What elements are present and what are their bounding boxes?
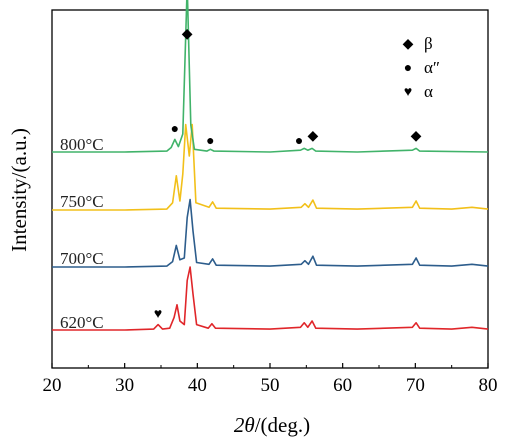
series-line-2 [52, 123, 489, 211]
series-line-3 [52, 0, 489, 153]
x-tick-label: 30 [115, 375, 134, 396]
y-axis-label: Intensity/(a.u.) [7, 128, 31, 252]
annotation-layer: ♥ ◆ ● ● ● ◆ ◆ [154, 27, 422, 322]
x-axis-label: 2θ/(deg.) [234, 413, 310, 437]
peak-marker: ◆ [307, 129, 318, 144]
x-tick-label: 40 [188, 375, 207, 396]
x-tick-label: 50 [261, 375, 280, 396]
peak-marker: ♥ [154, 307, 162, 322]
tick-layer: 20 30 40 50 60 70 80 [43, 363, 498, 396]
x-tick-label: 70 [406, 375, 425, 396]
peak-marker: ◆ [411, 129, 422, 144]
peak-marker: ● [295, 134, 303, 149]
plot-frame [51, 9, 489, 369]
legend-layer: ◆ β ● α″ ♥ α [403, 34, 440, 101]
legend-symbol: ● [404, 61, 412, 76]
series-layer [52, 0, 489, 331]
series-label-layer: 620°C 700°C 750°C 800°C [60, 135, 104, 332]
x-axis-label-symbol: 2θ [234, 413, 255, 437]
x-tick-label: 60 [333, 375, 352, 396]
x-tick-label: 20 [43, 375, 62, 396]
peak-marker: ◆ [182, 27, 193, 42]
peak-marker: ● [206, 134, 214, 149]
series-line-1 [52, 198, 489, 268]
series-label: 620°C [60, 313, 104, 332]
plot-border [51, 9, 489, 369]
legend-label: α″ [424, 58, 440, 77]
series-line-0 [52, 266, 489, 331]
legend-symbol: ♥ [404, 85, 412, 100]
x-axis-label-unit: /(deg.) [255, 413, 310, 437]
legend-symbol: ◆ [403, 37, 414, 52]
legend-label: α [424, 82, 433, 101]
legend-label: β [424, 34, 433, 53]
series-label: 800°C [60, 135, 104, 154]
peak-marker: ● [171, 122, 179, 137]
series-label: 750°C [60, 192, 104, 211]
series-label: 700°C [60, 249, 104, 268]
x-tick-label: 80 [479, 375, 498, 396]
